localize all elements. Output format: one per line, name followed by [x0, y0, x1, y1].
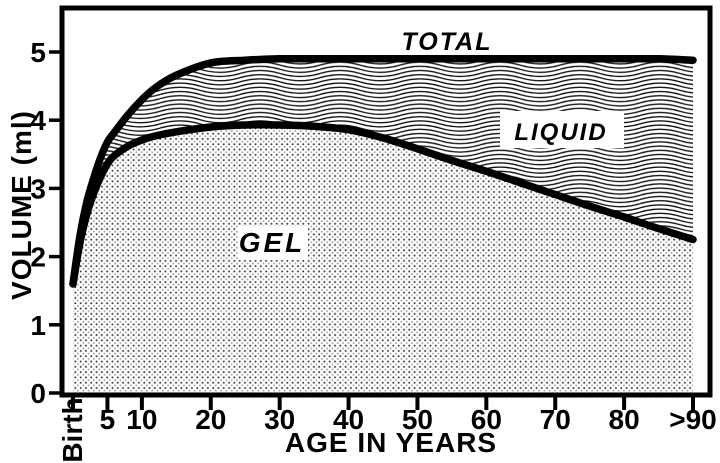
x-axis-ticks: Birth 5 10 20 30 40 50 60 70 80 >90 [57, 397, 717, 463]
y-tick-label: 3 [30, 173, 46, 204]
gel-region-label: GEL [239, 227, 306, 258]
x-tick-label: >90 [669, 404, 717, 435]
y-tick-label: 1 [30, 310, 46, 341]
x-tick-label: 5 [100, 404, 116, 435]
x-tick-label: 30 [264, 404, 295, 435]
liquid-region-label: LIQUID [514, 119, 607, 146]
liquid-label-backdrop [500, 111, 624, 148]
y-tick-label: 5 [30, 37, 46, 68]
total-region-label: TOTAL [401, 28, 492, 56]
x-tick-label: 50 [402, 404, 433, 435]
plot-frame [59, 5, 713, 398]
x-tick-label: Birth [57, 397, 88, 462]
gel-curve [69, 120, 697, 288]
x-tick-label: 40 [333, 404, 364, 435]
y-tick-label: 0 [30, 378, 46, 409]
x-tick-label: 70 [540, 404, 571, 435]
y-tick-label: 2 [30, 242, 46, 273]
y-axis-ticks: 0 1 2 3 4 5 [30, 37, 61, 409]
gel-label-backdrop [238, 226, 308, 260]
x-axis-title: AGE IN YEARS [285, 427, 497, 458]
x-tick-label: 20 [195, 404, 226, 435]
y-tick-label: 4 [30, 105, 46, 136]
x-tick-label: 80 [609, 404, 640, 435]
y-axis-title: VOLUME (ml) [6, 110, 37, 300]
x-tick-label: 60 [471, 404, 502, 435]
total-curve [69, 54, 697, 288]
x-tick-label: 10 [126, 404, 157, 435]
